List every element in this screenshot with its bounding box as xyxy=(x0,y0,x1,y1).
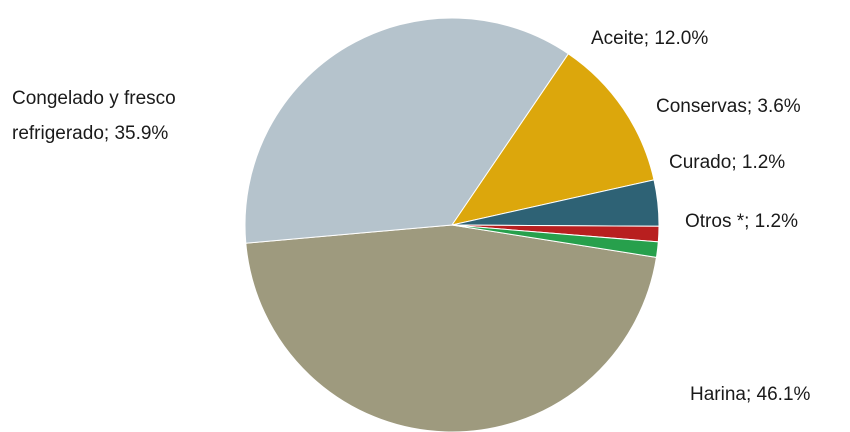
pie-slices xyxy=(244,17,660,432)
pie-slice-harina xyxy=(245,224,658,432)
label-conservas: Conservas; 3.6% xyxy=(656,96,801,117)
label-otros: Otros *; 1.2% xyxy=(685,211,798,232)
label-congelado-line2: refrigerado; 35.9% xyxy=(12,123,168,144)
pie-slice-congelado-y-fresco-refrigerado xyxy=(244,17,570,244)
label-curado: Curado; 1.2% xyxy=(669,152,785,173)
label-aceite: Aceite; 12.0% xyxy=(591,28,708,49)
pie-slice-aceite xyxy=(450,53,655,226)
label-harina: Harina; 46.1% xyxy=(690,384,811,405)
pie-slice-otros xyxy=(451,224,659,258)
label-congelado-line1: Congelado y fresco xyxy=(12,88,176,109)
